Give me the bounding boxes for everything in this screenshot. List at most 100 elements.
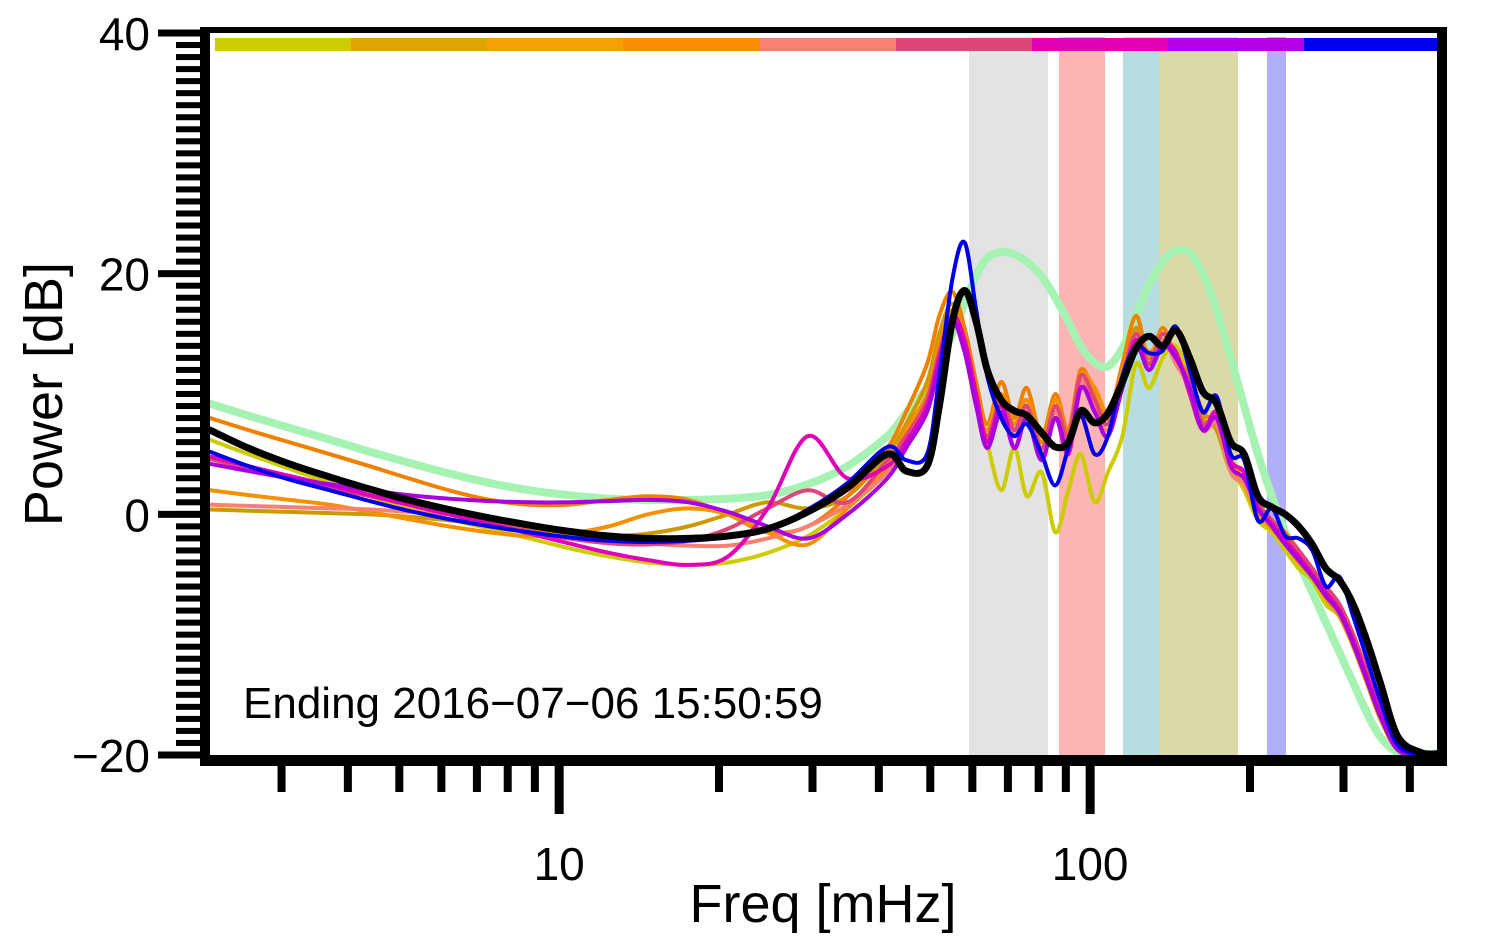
x-minor-tick [395,766,404,792]
y-minor-tick [176,282,200,289]
y-major-tick [158,751,200,759]
top-spine [200,27,1447,33]
y-minor-tick [176,427,200,434]
y-minor-tick [176,667,200,674]
x-minor-tick [1034,766,1043,792]
axes-frame [200,27,1447,766]
band-orange [623,38,760,51]
y-minor-tick [176,354,200,361]
y-minor-tick [176,487,200,494]
y-minor-tick [176,715,200,722]
y-minor-tick [176,739,200,746]
y-axis-spine [200,27,210,765]
y-minor-tick [176,66,200,73]
band-purple [1168,38,1304,51]
y-minor-tick [176,186,200,193]
y-minor-tick [176,655,200,662]
y-minor-tick [176,246,200,253]
y-minor-tick [176,366,200,373]
y-minor-tick [176,174,200,181]
x-tick-label: 10 [534,838,585,890]
y-minor-tick [176,547,200,554]
spectra-curves-group [210,239,1437,755]
y-major-tick [158,270,200,278]
band-gold [351,38,487,51]
x-minor-tick [968,766,977,792]
x-minor-tick [808,766,817,792]
y-minor-tick [176,607,200,614]
y-minor-tick [176,619,200,626]
y-minor-tick [176,42,200,49]
y-tick-label: 20 [99,249,150,301]
y-minor-tick [176,535,200,542]
y-minor-tick [176,703,200,710]
y-minor-tick [176,559,200,566]
y-minor-tick [176,114,200,121]
y-minor-tick [176,150,200,157]
y-minor-tick [176,391,200,397]
band-blue [1304,38,1437,51]
y-minor-tick [176,342,200,349]
band-crimson [896,38,1032,51]
band-salmon [760,38,896,51]
right-spine [1437,27,1447,765]
x-minor-tick [503,766,512,792]
y-minor-tick [176,198,200,205]
y-minor-tick [176,90,200,97]
y-minor-tick [176,162,200,169]
spectrum-line-spectrum-yellow [210,307,1437,755]
y-minor-tick [176,378,200,385]
y-minor-tick [176,102,200,109]
y-major-tick [158,510,200,518]
y-minor-tick [176,691,200,698]
y-minor-tick [176,463,200,470]
band-magenta [1032,38,1168,51]
y-minor-tick [176,294,200,301]
x-minor-tick [926,766,935,792]
y-major-tick [158,29,200,37]
x-major-tick [1085,766,1095,814]
y-minor-tick [176,439,200,446]
y-minor-tick [176,258,200,265]
y-minor-tick [176,210,200,217]
y-minor-tick [176,306,200,313]
y-minor-tick [176,571,200,578]
shade-periwinkle [1267,37,1286,755]
x-minor-tick [1245,766,1254,792]
axis-ticks [158,29,1414,814]
band-amber [487,38,623,51]
x-minor-tick [530,766,539,792]
x-minor-tick [472,766,481,792]
y-minor-tick [176,595,200,602]
y-minor-tick [176,330,200,337]
x-minor-tick [1339,766,1348,792]
x-major-tick [554,766,564,814]
y-minor-tick [176,523,200,530]
x-minor-tick [1003,766,1012,792]
y-minor-tick [176,727,200,734]
spectrum-line-mean-spectrum [210,287,1437,755]
spectrum-line-spectrum-purple [210,319,1437,755]
x-minor-tick [1061,766,1070,792]
y-minor-tick [176,318,200,325]
y-tick-label: −20 [72,730,150,782]
y-minor-tick [176,415,200,422]
x-minor-tick [437,766,446,792]
x-minor-tick [343,766,352,792]
y-minor-tick [176,499,200,506]
y-minor-tick [176,234,200,241]
y-axis-title: Power [dB] [14,262,74,526]
y-minor-tick [176,451,200,458]
y-minor-tick [176,679,200,686]
x-minor-tick [1405,766,1414,792]
axis-tick-labels: 40 20 0 −20 10 100 [72,8,1129,890]
y-minor-tick [176,475,200,482]
y-minor-tick [176,54,200,61]
y-minor-tick [176,583,200,590]
y-minor-tick [176,643,200,650]
y-minor-tick [176,222,200,229]
y-minor-tick [176,126,200,133]
y-tick-label: 0 [124,489,150,541]
ending-timestamp-label: Ending 2016−07−06 15:50:59 [243,679,823,728]
